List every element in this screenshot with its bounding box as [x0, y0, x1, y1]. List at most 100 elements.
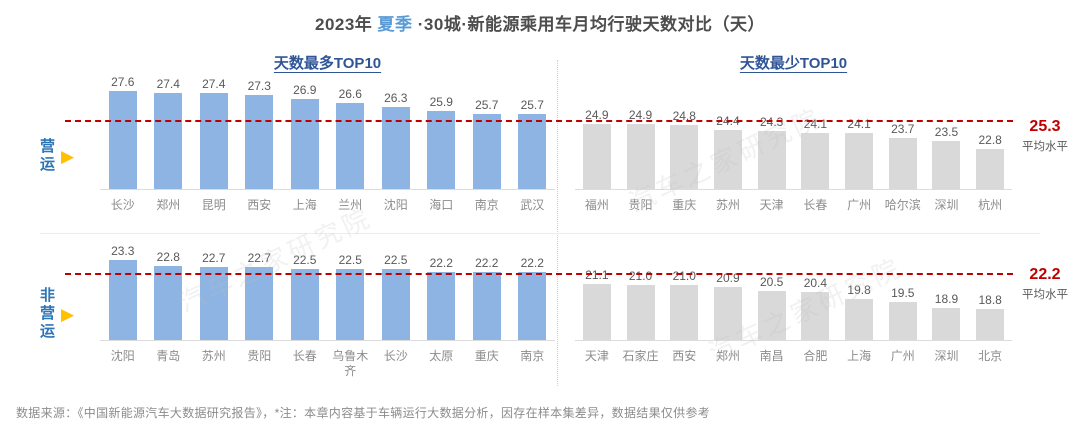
bar	[713, 130, 742, 189]
bar-column-福州: 24.9	[575, 108, 619, 189]
average-note-label: 平均水平	[1022, 141, 1068, 153]
bar-value-label: 21.1	[585, 268, 609, 282]
bar-value-label: 25.9	[429, 95, 453, 109]
category-label-武汉: 武汉	[520, 198, 545, 212]
bar	[472, 272, 501, 340]
bar	[582, 284, 611, 340]
category-label-苏州: 苏州	[715, 198, 740, 212]
title-season-highlight: 夏季	[377, 15, 413, 34]
bar-column-长春: 22.5	[282, 253, 328, 340]
bar-column-广州: 24.1	[837, 117, 881, 189]
category-labels-operating-least: 福州 贵阳 重庆 苏州 天津 长春 广州 哈尔滨 深圳 杭州	[575, 198, 1012, 213]
category-label-深圳: 深圳	[934, 349, 959, 363]
bar-value-label: 22.7	[247, 251, 271, 265]
bar-column-石家庄: 21.0	[619, 269, 663, 340]
bar-value-label: 23.5	[934, 125, 959, 139]
bar-column-哈尔滨: 23.7	[881, 122, 925, 189]
bar-column-杭州: 22.8	[968, 133, 1012, 189]
row-label-operating: 营运 ▶	[36, 122, 96, 190]
bar-column-长沙: 22.5	[373, 253, 419, 340]
bar	[801, 133, 830, 189]
category-label-郑州: 郑州	[156, 198, 181, 212]
average-callout-operating: 25.3 平均水平	[1014, 118, 1076, 154]
bar-column-苏州: 24.4	[706, 114, 750, 189]
bar	[845, 133, 874, 189]
bar	[472, 114, 501, 189]
bar-value-label: 26.3	[384, 91, 408, 105]
bar-column-深圳: 23.5	[925, 125, 969, 189]
category-label-乌鲁木齐: 乌鲁木齐	[332, 349, 369, 378]
bar	[670, 125, 699, 189]
bar-column-贵阳: 22.7	[237, 251, 283, 340]
column-header-most-days: 天数最多TOP10	[273, 55, 382, 72]
bar-value-label: 22.2	[475, 256, 499, 270]
bar	[757, 291, 786, 340]
bar-value-label: 22.7	[202, 251, 226, 265]
bar-value-label: 21.0	[628, 269, 653, 283]
average-callout-non-operating: 22.2 平均水平	[1014, 266, 1076, 302]
bar-value-label: 20.4	[803, 276, 828, 290]
category-label-石家庄: 石家庄	[622, 349, 659, 363]
bar	[290, 269, 319, 340]
category-label-长沙: 长沙	[110, 198, 135, 212]
bar-column-太原: 22.2	[419, 256, 465, 340]
bar	[670, 285, 699, 340]
category-label-兰州: 兰州	[338, 198, 363, 212]
category-label-重庆: 重庆	[474, 349, 499, 363]
bar-value-label: 20.5	[759, 275, 784, 289]
category-label-西安: 西安	[672, 349, 697, 363]
bar	[154, 266, 183, 340]
panel-non-operating-most: 23.3 22.8 22.7 22.7 22.5 22.5 22.5 22.2 22.2 22.2…	[100, 231, 555, 379]
bar	[336, 269, 365, 340]
bar	[582, 124, 611, 189]
bar	[626, 285, 655, 340]
row-label-operating-text: 营运	[38, 138, 55, 174]
bar	[427, 111, 456, 189]
bar	[801, 292, 830, 340]
bar	[626, 124, 655, 189]
category-label-广州: 广州	[847, 198, 872, 212]
average-note-label: 平均水平	[1022, 289, 1068, 301]
bar-column-天津: 21.1	[575, 268, 619, 340]
title-suffix: ·30城·新能源乘用车月均行驶天数对比（天）	[412, 15, 765, 34]
bar-value-label: 24.8	[672, 109, 696, 123]
average-line-non-operating	[65, 273, 1013, 275]
category-label-哈尔滨: 哈尔滨	[884, 198, 921, 212]
footer-source-note: 数据来源：《中国新能源汽车大数据研究报告》，*注：本章内容基于车辆运行大数据分析…	[16, 406, 711, 420]
category-label-南京: 南京	[474, 198, 499, 212]
bar-value-label: 22.8	[156, 250, 180, 264]
category-label-沈阳: 沈阳	[383, 198, 408, 212]
bar-value-label: 24.9	[585, 108, 609, 122]
bar-column-西安: 21.0	[662, 269, 706, 340]
bar-column-南京: 22.2	[510, 256, 556, 340]
bar-value-label: 27.3	[247, 79, 271, 93]
bar-column-西安: 27.3	[237, 79, 283, 189]
bar	[976, 149, 1005, 189]
bar-value-label: 27.6	[111, 75, 135, 89]
bar-column-南昌: 20.5	[750, 275, 794, 340]
bar-value-label: 22.5	[293, 253, 317, 267]
bar-column-乌鲁木齐: 22.5	[328, 253, 374, 340]
bar	[757, 131, 786, 189]
category-labels-non-operating-least: 天津 石家庄 西安 郑州 南昌 合肥 上海 广州 深圳 北京	[575, 349, 1012, 364]
bar-column-郑州: 27.4	[146, 77, 192, 189]
bar-value-label: 26.9	[293, 83, 317, 97]
category-label-天津: 天津	[584, 349, 609, 363]
bar-chart-non-operating-least: 21.1 21.0 21.0 20.9 20.5 20.4 19.8 19.5 18.9 18.8	[575, 231, 1012, 341]
category-label-合肥: 合肥	[803, 349, 828, 363]
category-label-杭州: 杭州	[978, 198, 1003, 212]
bar-column-合肥: 20.4	[794, 276, 838, 340]
average-line-operating	[65, 120, 1013, 122]
bar	[932, 308, 961, 340]
bar-value-label: 25.7	[520, 98, 544, 112]
page-title: 2023年 夏季 ·30城·新能源乘用车月均行驶天数对比（天）	[0, 10, 1080, 35]
panel-operating-most: 27.6 27.4 27.4 27.3 26.9 26.6 26.3 25.9 25.7 25.7…	[100, 75, 555, 213]
title-prefix: 2023年	[314, 15, 378, 34]
bar	[108, 91, 137, 189]
bar-value-label: 27.4	[156, 77, 180, 91]
bar-column-北京: 18.8	[968, 293, 1012, 340]
bar-value-label: 18.9	[934, 292, 959, 306]
bar-column-海口: 25.9	[419, 95, 465, 189]
category-label-重庆: 重庆	[672, 198, 697, 212]
